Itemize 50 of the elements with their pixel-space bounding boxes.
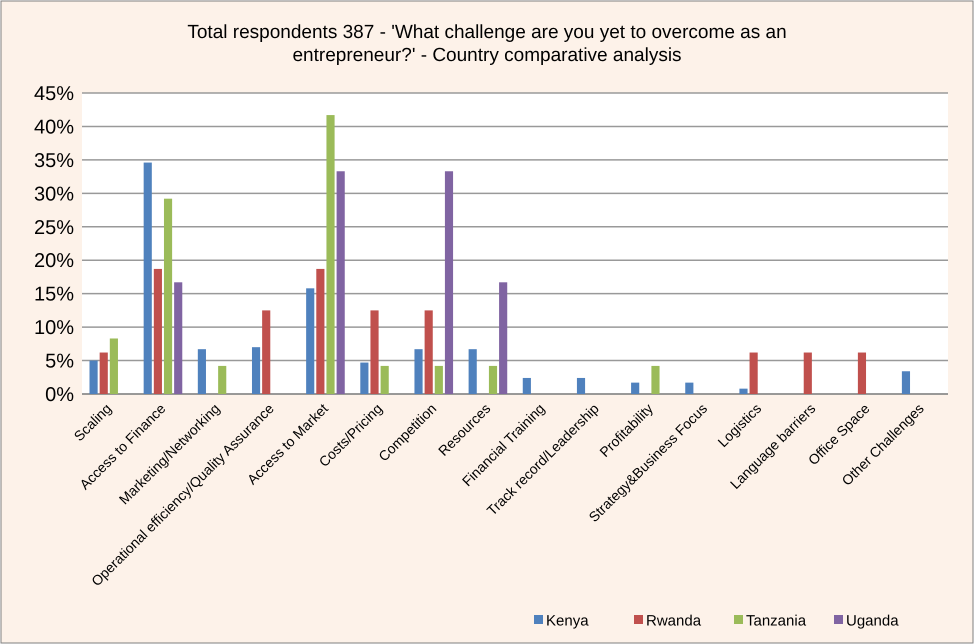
y-tick-label: 45% bbox=[34, 83, 74, 105]
legend-label: Rwanda bbox=[646, 612, 702, 630]
bar bbox=[110, 338, 118, 394]
legend-label: Uganda bbox=[846, 612, 900, 630]
y-tick-label: 20% bbox=[34, 250, 74, 272]
bar bbox=[488, 366, 498, 394]
bar bbox=[576, 378, 586, 394]
bar bbox=[902, 371, 910, 394]
bar bbox=[360, 362, 368, 394]
bar bbox=[750, 352, 758, 394]
bar bbox=[370, 310, 379, 394]
bar bbox=[522, 378, 531, 394]
bar bbox=[414, 349, 423, 394]
bar bbox=[444, 171, 454, 394]
chart-title: Total respondents 387 - 'What challenge are you yet to overcome as an entrepreneur?' - Country comparative analysis bbox=[187, 22, 787, 66]
bar bbox=[336, 171, 345, 394]
bar bbox=[218, 366, 226, 394]
bar bbox=[144, 162, 152, 394]
bar bbox=[499, 282, 508, 394]
bar bbox=[306, 288, 314, 394]
bar bbox=[434, 366, 443, 394]
y-tick-label: 5% bbox=[45, 350, 74, 373]
bar bbox=[858, 352, 866, 394]
legend-label: Kenya bbox=[546, 612, 590, 630]
bar bbox=[739, 388, 748, 394]
y-tick-label: 35% bbox=[34, 150, 74, 172]
bar bbox=[262, 310, 270, 394]
y-tick-label: 40% bbox=[34, 116, 74, 138]
bar bbox=[316, 268, 324, 394]
bar bbox=[685, 382, 694, 394]
bar bbox=[252, 347, 260, 394]
bar bbox=[100, 352, 108, 394]
y-tick-label: 10% bbox=[34, 317, 74, 340]
y-tick-label: 0% bbox=[45, 384, 74, 406]
bar bbox=[164, 198, 172, 394]
bar bbox=[326, 115, 335, 394]
y-tick-label: 30% bbox=[34, 183, 74, 206]
bar bbox=[154, 268, 162, 394]
legend-label: Tanzania bbox=[746, 612, 807, 630]
bar bbox=[198, 349, 206, 394]
bar bbox=[174, 282, 182, 394]
bar bbox=[468, 349, 477, 394]
y-tick-label: 15% bbox=[34, 284, 74, 306]
bar bbox=[90, 360, 98, 394]
bar bbox=[424, 310, 433, 394]
bar bbox=[804, 352, 812, 394]
y-tick-label: 25% bbox=[34, 216, 74, 239]
bar bbox=[380, 366, 389, 394]
bar bbox=[651, 366, 660, 394]
bar bbox=[631, 382, 640, 394]
